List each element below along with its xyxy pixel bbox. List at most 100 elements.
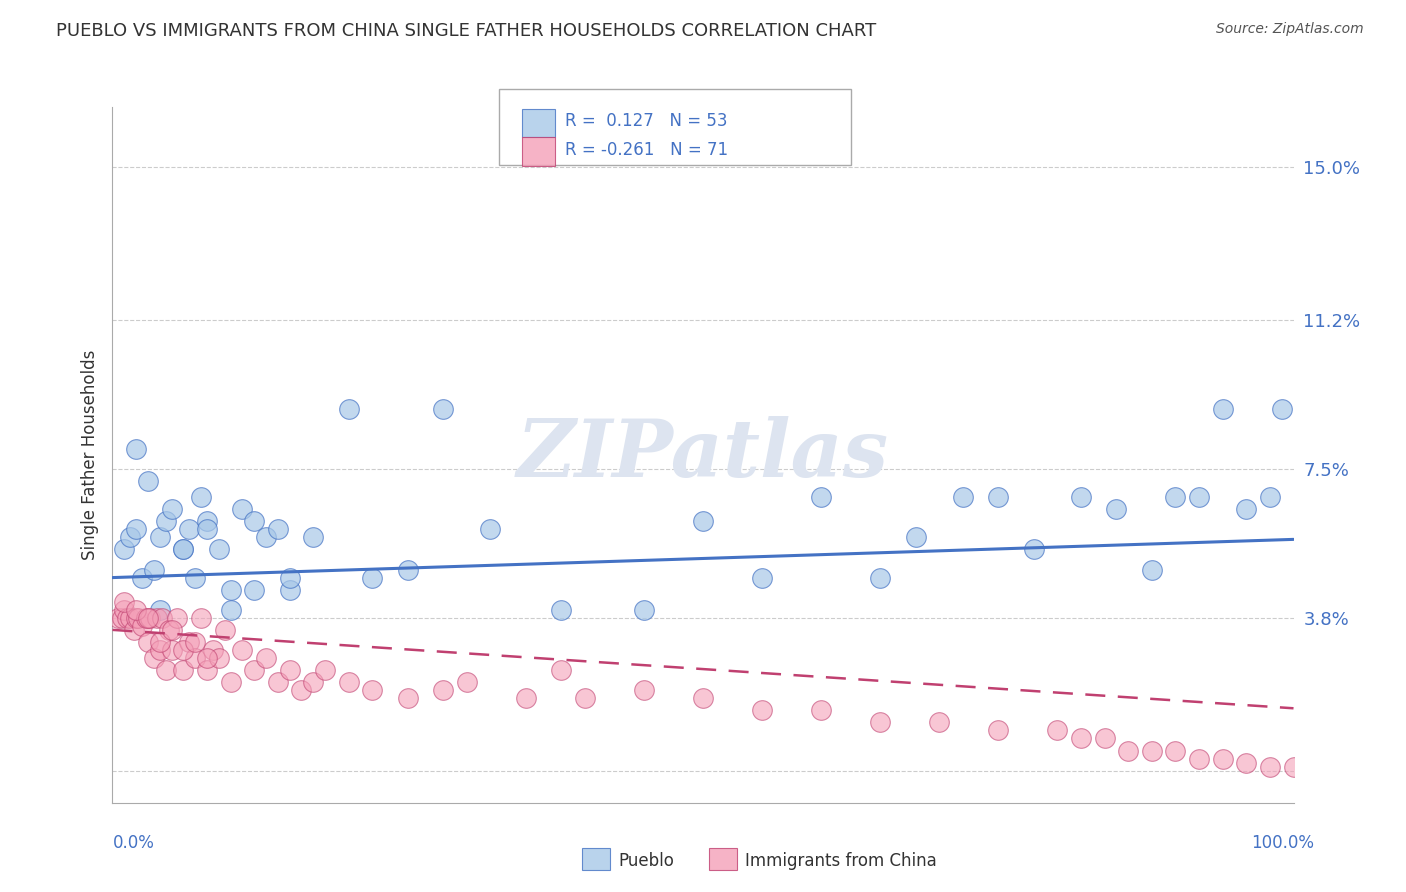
- Point: [172, 542, 194, 557]
- Point: [869, 715, 891, 730]
- Point: [1070, 490, 1092, 504]
- Point: [231, 643, 253, 657]
- Point: [1188, 490, 1211, 504]
- Point: [155, 514, 177, 528]
- Point: [115, 611, 138, 625]
- Point: [361, 683, 384, 698]
- Point: [633, 683, 655, 698]
- Point: [1022, 542, 1045, 557]
- Point: [120, 611, 142, 625]
- Point: [243, 582, 266, 597]
- Point: [1234, 502, 1257, 516]
- Point: [278, 663, 301, 677]
- Point: [190, 611, 212, 625]
- Point: [1212, 401, 1234, 416]
- Point: [550, 663, 572, 677]
- Point: [302, 675, 325, 690]
- Point: [160, 502, 183, 516]
- Point: [904, 530, 927, 544]
- Point: [195, 663, 218, 677]
- Point: [142, 651, 165, 665]
- Point: [112, 595, 135, 609]
- Point: [195, 522, 218, 536]
- Point: [1212, 751, 1234, 765]
- Point: [290, 683, 312, 698]
- Point: [456, 675, 478, 690]
- Point: [751, 703, 773, 717]
- Text: Pueblo: Pueblo: [619, 852, 675, 870]
- Point: [166, 611, 188, 625]
- Point: [810, 703, 832, 717]
- Point: [432, 683, 454, 698]
- Point: [150, 611, 173, 625]
- Point: [179, 522, 201, 536]
- Point: [254, 530, 277, 544]
- Point: [515, 691, 537, 706]
- Point: [208, 542, 231, 557]
- Point: [195, 651, 218, 665]
- Point: [184, 651, 207, 665]
- Point: [125, 611, 148, 625]
- Text: 100.0%: 100.0%: [1251, 834, 1315, 852]
- Point: [928, 715, 950, 730]
- Point: [267, 675, 290, 690]
- Point: [157, 623, 180, 637]
- Point: [1116, 743, 1139, 757]
- Point: [361, 571, 384, 585]
- Point: [396, 562, 419, 576]
- Point: [479, 522, 502, 536]
- Point: [120, 530, 142, 544]
- Point: [243, 514, 266, 528]
- Point: [136, 611, 159, 625]
- Point: [195, 514, 218, 528]
- Point: [952, 490, 974, 504]
- Text: PUEBLO VS IMMIGRANTS FROM CHINA SINGLE FATHER HOUSEHOLDS CORRELATION CHART: PUEBLO VS IMMIGRANTS FROM CHINA SINGLE F…: [56, 22, 876, 40]
- Point: [254, 651, 277, 665]
- Point: [112, 603, 135, 617]
- Point: [432, 401, 454, 416]
- Point: [1234, 756, 1257, 770]
- Point: [131, 571, 153, 585]
- Point: [869, 571, 891, 585]
- Point: [149, 643, 172, 657]
- Point: [278, 571, 301, 585]
- Point: [190, 490, 212, 504]
- Point: [219, 675, 242, 690]
- Point: [810, 490, 832, 504]
- Point: [149, 530, 172, 544]
- Point: [302, 530, 325, 544]
- Point: [172, 542, 194, 557]
- Point: [149, 635, 172, 649]
- Point: [692, 514, 714, 528]
- Point: [149, 603, 172, 617]
- Point: [131, 619, 153, 633]
- Point: [122, 623, 145, 637]
- Point: [201, 643, 224, 657]
- Point: [160, 623, 183, 637]
- Point: [172, 663, 194, 677]
- Point: [1105, 502, 1128, 516]
- Point: [550, 603, 572, 617]
- Point: [136, 635, 159, 649]
- Point: [111, 611, 134, 625]
- Point: [172, 643, 194, 657]
- Point: [219, 603, 242, 617]
- Point: [1258, 759, 1281, 773]
- Point: [139, 611, 162, 625]
- Point: [107, 611, 129, 625]
- Point: [125, 522, 148, 536]
- Point: [751, 571, 773, 585]
- Text: R = -0.261   N = 71: R = -0.261 N = 71: [565, 141, 728, 159]
- Y-axis label: Single Father Households: Single Father Households: [80, 350, 98, 560]
- Point: [1282, 759, 1305, 773]
- Point: [184, 635, 207, 649]
- Point: [136, 474, 159, 488]
- Point: [337, 675, 360, 690]
- Point: [155, 663, 177, 677]
- Point: [1164, 490, 1187, 504]
- Point: [125, 603, 148, 617]
- Text: 0.0%: 0.0%: [112, 834, 155, 852]
- Point: [127, 611, 149, 625]
- Point: [987, 490, 1010, 504]
- Point: [179, 635, 201, 649]
